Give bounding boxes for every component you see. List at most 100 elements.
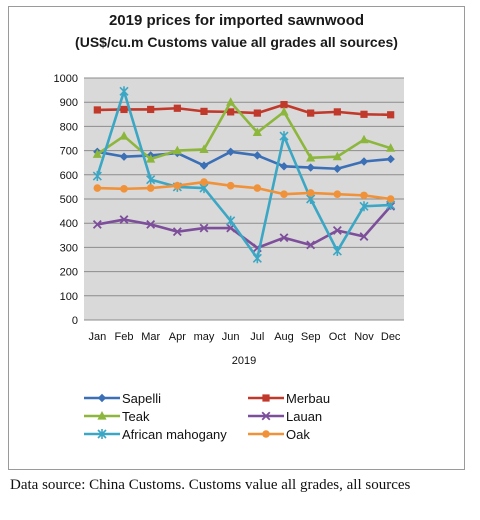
- data-point-sapelli: [119, 152, 129, 161]
- data-point-oak: [173, 181, 182, 190]
- x-tick-label: Oct: [329, 331, 346, 343]
- data-point-teak: [386, 143, 396, 152]
- legend-marker-sapelli: [97, 393, 107, 403]
- data-point-lauan: [119, 215, 129, 225]
- data-point-teak: [226, 97, 236, 106]
- data-point-teak: [332, 151, 342, 161]
- data-point-lauan: [92, 219, 102, 229]
- y-tick-label: 100: [60, 291, 78, 303]
- data-point-merbau: [227, 108, 235, 116]
- data-point-sapelli: [306, 163, 315, 172]
- data-point-sapelli: [279, 162, 289, 171]
- data-point-oak: [333, 190, 342, 198]
- data-point-sapelli: [333, 164, 342, 173]
- data-point-lauan: [359, 232, 369, 241]
- data-point-teak: [146, 154, 156, 163]
- legend-label-merbau: Merbau: [286, 391, 330, 406]
- series-line-oak: [97, 180, 391, 201]
- data-point-teak: [359, 134, 369, 144]
- x-tick-label: Jul: [250, 331, 264, 343]
- data-point-oak: [280, 190, 288, 198]
- y-tick-label: 700: [60, 146, 78, 158]
- data-point-merbau: [200, 107, 208, 115]
- data-point-lauan: [332, 226, 342, 235]
- data-point-teak: [279, 106, 289, 116]
- data-point-lauan: [199, 223, 209, 233]
- data-point-merbau: [93, 106, 101, 114]
- data-point-oak: [226, 181, 235, 190]
- legend-marker-merbau: [262, 394, 270, 402]
- series-line-teak: [96, 100, 392, 161]
- chart-title: 2019 prices for imported sawnwood: [108, 12, 365, 29]
- legend-label-teak: Teak: [122, 409, 150, 424]
- data-point-oak: [360, 191, 368, 200]
- data-point-sapelli: [253, 151, 262, 160]
- data-point-african-mahogany: [92, 171, 102, 182]
- data-point-african-mahogany: [332, 246, 342, 257]
- data-point-sapelli: [226, 147, 235, 157]
- x-tick-label: Dec: [381, 331, 401, 343]
- series-line-merbau: [97, 103, 391, 117]
- legend-label-lauan: Lauan: [286, 409, 322, 424]
- data-point-merbau: [333, 108, 341, 116]
- x-tick-label: Mar: [141, 331, 160, 343]
- data-point-sapelli: [199, 161, 209, 170]
- x-tick-label: Aug: [274, 331, 294, 343]
- data-point-african-mahogany: [252, 253, 262, 264]
- data-point-merbau: [120, 105, 128, 114]
- legend-marker-teak: [97, 411, 107, 420]
- legend-marker-lauan: [261, 411, 271, 421]
- data-point-teak: [306, 152, 316, 162]
- data-point-lauan: [306, 240, 316, 250]
- x-tick-label: Jun: [222, 331, 240, 343]
- y-tick-label: 200: [60, 267, 78, 279]
- x-tick-label: Feb: [115, 331, 134, 343]
- y-tick-label: 1000: [54, 73, 78, 85]
- legend-marker-oak: [262, 430, 270, 438]
- y-tick-label: 300: [60, 242, 78, 254]
- data-point-teak: [172, 145, 182, 155]
- y-tick-label: 800: [60, 121, 78, 133]
- y-tick-label: 0: [72, 315, 78, 327]
- data-point-merbau: [280, 101, 288, 109]
- y-tick-label: 500: [60, 194, 78, 206]
- data-point-merbau: [147, 105, 155, 114]
- data-point-african-mahogany: [279, 131, 289, 142]
- data-point-oak: [146, 184, 155, 192]
- data-point-merbau: [360, 110, 368, 118]
- data-point-oak: [200, 178, 208, 186]
- data-point-teak: [252, 127, 262, 137]
- legend-label-sapelli: Sapelli: [122, 391, 161, 406]
- data-point-teak: [92, 149, 102, 158]
- data-point-african-mahogany: [119, 86, 129, 97]
- data-point-oak: [120, 185, 128, 193]
- data-point-african-mahogany: [226, 215, 236, 226]
- legend-label-oak: Oak: [286, 427, 310, 442]
- data-point-oak: [306, 189, 315, 197]
- data-source-caption: Data source: China Customs. Customs valu…: [10, 477, 411, 493]
- chart-subtitle: (US$/cu.m Customs value all grades all s…: [75, 34, 398, 50]
- data-point-african-mahogany: [359, 201, 369, 212]
- y-tick-label: 900: [60, 97, 78, 109]
- data-point-merbau: [253, 109, 261, 117]
- data-point-teak: [199, 144, 209, 153]
- x-tick-label: Sep: [301, 331, 321, 343]
- legend-marker-african-mahogany: [97, 429, 107, 439]
- data-point-lauan: [172, 227, 182, 237]
- data-point-sapelli: [359, 157, 369, 166]
- data-point-lauan: [146, 219, 156, 229]
- x-axis-label: 2019: [232, 355, 256, 367]
- data-point-teak: [119, 131, 129, 140]
- x-tick-label: Nov: [354, 331, 374, 343]
- data-point-merbau: [307, 109, 315, 117]
- data-point-merbau: [387, 111, 395, 119]
- legend-label-african-mahogany: African mahogany: [122, 427, 227, 442]
- data-point-oak: [93, 184, 102, 192]
- data-point-oak: [253, 184, 262, 192]
- data-point-lauan: [279, 233, 289, 243]
- y-tick-label: 600: [60, 170, 78, 182]
- series-line-african-mahogany: [96, 90, 391, 260]
- data-point-sapelli: [386, 154, 395, 164]
- data-point-african-mahogany: [146, 174, 156, 185]
